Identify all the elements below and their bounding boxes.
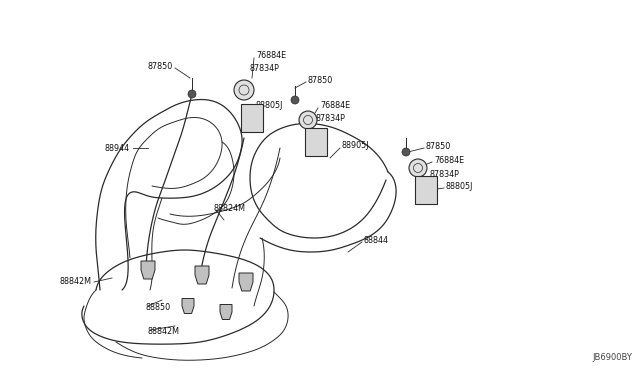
Text: 87850: 87850	[308, 76, 333, 84]
Polygon shape	[195, 266, 209, 284]
Circle shape	[299, 111, 317, 129]
Text: 76884E: 76884E	[434, 155, 464, 164]
FancyBboxPatch shape	[241, 104, 263, 132]
Polygon shape	[239, 273, 253, 291]
Text: 87834P: 87834P	[250, 64, 280, 73]
Text: 88842M: 88842M	[148, 327, 180, 337]
Text: 88805J: 88805J	[446, 182, 474, 190]
Polygon shape	[220, 305, 232, 320]
Text: 87850: 87850	[426, 141, 451, 151]
FancyBboxPatch shape	[415, 176, 437, 204]
Circle shape	[291, 96, 299, 104]
Text: 88805J: 88805J	[256, 100, 284, 109]
Circle shape	[402, 148, 410, 156]
FancyBboxPatch shape	[305, 128, 327, 156]
Text: 87834P: 87834P	[430, 170, 460, 179]
Text: 87850: 87850	[148, 61, 173, 71]
Polygon shape	[182, 298, 194, 314]
Circle shape	[188, 90, 196, 98]
Text: 88824M: 88824M	[213, 203, 245, 212]
Text: 88905J: 88905J	[342, 141, 369, 150]
Text: 88850: 88850	[146, 304, 171, 312]
Text: JB6900BY: JB6900BY	[592, 353, 632, 362]
Circle shape	[409, 159, 427, 177]
Text: 87834P: 87834P	[316, 113, 346, 122]
Text: 88844: 88844	[364, 235, 389, 244]
Text: 76884E: 76884E	[256, 51, 286, 60]
Text: 88944: 88944	[105, 144, 130, 153]
Text: 88842M: 88842M	[60, 278, 92, 286]
Polygon shape	[141, 261, 155, 279]
Text: 76884E: 76884E	[320, 100, 350, 109]
Circle shape	[234, 80, 254, 100]
